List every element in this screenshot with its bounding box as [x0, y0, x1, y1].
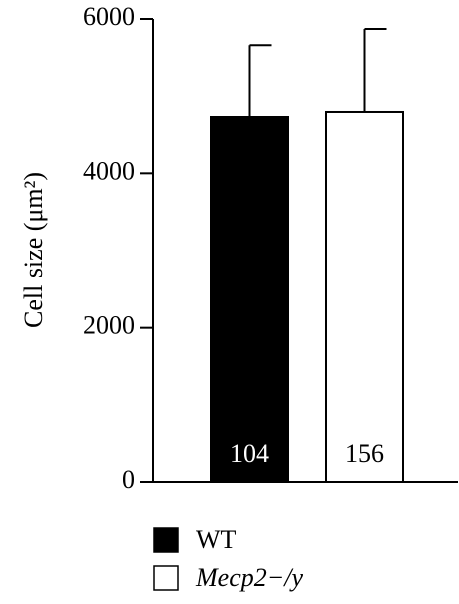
legend-label: WT [196, 525, 237, 554]
y-tick-label: 4000 [83, 156, 135, 185]
bar-label: 156 [345, 439, 384, 468]
legend-swatch [153, 527, 179, 553]
bar [325, 110, 404, 483]
y-tick-label: 0 [122, 465, 135, 494]
y-tick-label: 2000 [83, 311, 135, 340]
y-tick-label: 6000 [83, 2, 135, 31]
bar-label: 104 [230, 439, 269, 468]
y-axis-label: Cell size (μm²) [19, 172, 48, 328]
bar [210, 116, 289, 483]
legend-label: Mecp2−/y [195, 563, 304, 592]
legend-swatch [153, 565, 179, 591]
